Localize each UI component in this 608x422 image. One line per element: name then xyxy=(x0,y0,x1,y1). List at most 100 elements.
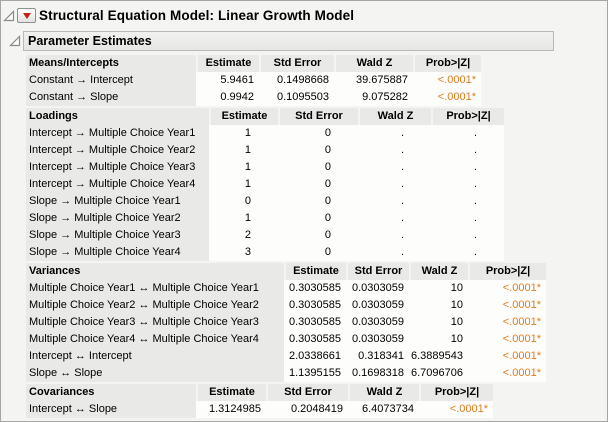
value-cell: 0 xyxy=(278,176,358,193)
table-header-row: Covariances Estimate Std Error Wald Z Prob>|… xyxy=(26,384,493,401)
value-cell: 6.3889543 xyxy=(409,348,468,365)
value-cell: 1.3124985 xyxy=(196,401,266,418)
report-title: Structural Equation Model: Linear Growth… xyxy=(39,8,355,23)
value-cell: 1 xyxy=(209,210,278,227)
column-header: Wald Z xyxy=(348,384,419,401)
value-cell: 0.3030585 xyxy=(284,331,346,348)
value-cell: 1.1395155 xyxy=(284,365,346,382)
value-cell: 0.0303059 xyxy=(346,314,409,331)
column-header: Std Error xyxy=(346,263,409,280)
value-cell: 6.4073734 xyxy=(348,401,419,418)
table-row[interactable]: Constant → Slope 0.9942 0.1095503 9.075282 <… xyxy=(26,89,481,106)
report-title-bar: Structural Equation Model: Linear Growth… xyxy=(1,1,607,25)
value-cell: <.0001* xyxy=(413,89,481,106)
value-cell: 10 xyxy=(409,297,468,314)
value-cell: 0.0303059 xyxy=(346,297,409,314)
row-label: Multiple Choice Year2 ↔ Multiple Choice … xyxy=(26,297,284,314)
table-section-title: Loadings xyxy=(26,108,209,125)
table-section-title: Covariances xyxy=(26,384,196,401)
value-cell: 0.1498668 xyxy=(259,72,334,89)
value-cell: 3 xyxy=(209,244,278,261)
value-cell: <.0001* xyxy=(468,280,546,297)
row-label: Slope ↔ Slope xyxy=(26,365,284,382)
value-cell: . xyxy=(358,227,431,244)
column-header: Estimate xyxy=(196,55,259,72)
value-cell: 0.3030585 xyxy=(284,280,346,297)
table-row[interactable]: Multiple Choice Year4 ↔ Multiple Choice … xyxy=(26,331,546,348)
value-cell: . xyxy=(358,176,431,193)
table-row[interactable]: Slope → Multiple Choice Year2 1 0.. xyxy=(26,210,504,227)
table-row[interactable]: Slope → Multiple Choice Year3 2 0.. xyxy=(26,227,504,244)
table-row[interactable]: Intercept → Multiple Choice Year3 1 0.. xyxy=(26,159,504,176)
column-header: Prob>|Z| xyxy=(468,263,546,280)
value-cell: . xyxy=(358,159,431,176)
table-row[interactable]: Multiple Choice Year1 ↔ Multiple Choice … xyxy=(26,280,546,297)
table-row[interactable]: Intercept → Multiple Choice Year1 1 0.. xyxy=(26,125,504,142)
column-header: Estimate xyxy=(209,108,278,125)
value-cell: <.0001* xyxy=(419,401,493,418)
value-cell: 0 xyxy=(278,227,358,244)
column-header: Std Error xyxy=(266,384,348,401)
value-cell: 0.3030585 xyxy=(284,314,346,331)
row-label: Intercept → Multiple Choice Year4 xyxy=(26,176,209,193)
table-row[interactable]: Multiple Choice Year3 ↔ Multiple Choice … xyxy=(26,314,546,331)
value-cell: 10 xyxy=(409,314,468,331)
value-cell: . xyxy=(431,244,504,261)
column-header: Estimate xyxy=(284,263,346,280)
value-cell: 0.3030585 xyxy=(284,297,346,314)
value-cell: 1 xyxy=(209,142,278,159)
value-cell: . xyxy=(358,125,431,142)
row-label: Slope → Multiple Choice Year4 xyxy=(26,244,209,261)
column-header: Wald Z xyxy=(358,108,431,125)
value-cell: 0 xyxy=(278,210,358,227)
value-cell: 0 xyxy=(278,125,358,142)
row-label: Slope → Multiple Choice Year1 xyxy=(26,193,209,210)
table-row[interactable]: Intercept → Multiple Choice Year2 1 0.. xyxy=(26,142,504,159)
value-cell: <.0001* xyxy=(468,348,546,365)
value-cell: . xyxy=(431,159,504,176)
value-cell: . xyxy=(431,193,504,210)
value-cell: <.0001* xyxy=(468,297,546,314)
value-cell: <.0001* xyxy=(413,72,481,89)
value-cell: 0 xyxy=(209,193,278,210)
table-row[interactable]: Slope → Multiple Choice Year1 0 0.. xyxy=(26,193,504,210)
column-header: Prob>|Z| xyxy=(413,55,481,72)
value-cell: 0.2048419 xyxy=(266,401,348,418)
row-label: Intercept ↔ Slope xyxy=(26,401,196,418)
row-label: Constant → Slope xyxy=(26,89,196,106)
table-row[interactable]: Slope ↔ Slope 1.1395155 0.1698318 6.7096706… xyxy=(26,365,546,382)
table-row[interactable]: Intercept → Multiple Choice Year4 1 0.. xyxy=(26,176,504,193)
value-cell: 2.0338661 xyxy=(284,348,346,365)
estimates-table-loadings: Loadings Estimate Std Error Wald Z Prob>|Z| I… xyxy=(26,108,504,261)
table-row[interactable]: Slope → Multiple Choice Year4 3 0.. xyxy=(26,244,504,261)
estimates-table-covariances: Covariances Estimate Std Error Wald Z Prob>|… xyxy=(26,384,493,418)
table-row[interactable]: Intercept ↔ Slope 1.3124985 0.2048419 6.407… xyxy=(26,401,493,418)
value-cell: 1 xyxy=(209,125,278,142)
column-header: Std Error xyxy=(278,108,358,125)
red-triangle-icon xyxy=(22,12,31,19)
table-row[interactable]: Intercept ↔ Intercept 2.0338661 0.318341 6.… xyxy=(26,348,546,365)
row-label: Intercept → Multiple Choice Year1 xyxy=(26,125,209,142)
value-cell: 0.0303059 xyxy=(346,280,409,297)
table-row[interactable]: Constant → Intercept 5.9461 0.1498668 39.67… xyxy=(26,72,481,89)
column-header: Prob>|Z| xyxy=(431,108,504,125)
disclosure-open-icon[interactable] xyxy=(3,9,15,22)
section-header-bar: Parameter Estimates xyxy=(23,30,554,51)
table-row[interactable]: Multiple Choice Year2 ↔ Multiple Choice … xyxy=(26,297,546,314)
column-header: Wald Z xyxy=(334,55,413,72)
column-header: Std Error xyxy=(259,55,334,72)
value-cell: 10 xyxy=(409,331,468,348)
value-cell: 1 xyxy=(209,176,278,193)
row-label: Slope → Multiple Choice Year2 xyxy=(26,210,209,227)
value-cell: <.0001* xyxy=(468,331,546,348)
value-cell: 0 xyxy=(278,193,358,210)
row-label: Multiple Choice Year3 ↔ Multiple Choice … xyxy=(26,314,284,331)
value-cell: 6.7096706 xyxy=(409,365,468,382)
red-triangle-menu-button[interactable] xyxy=(17,8,36,23)
value-cell: 0.1095503 xyxy=(259,89,334,106)
disclosure-open-icon[interactable] xyxy=(9,34,21,47)
value-cell: 0 xyxy=(278,244,358,261)
